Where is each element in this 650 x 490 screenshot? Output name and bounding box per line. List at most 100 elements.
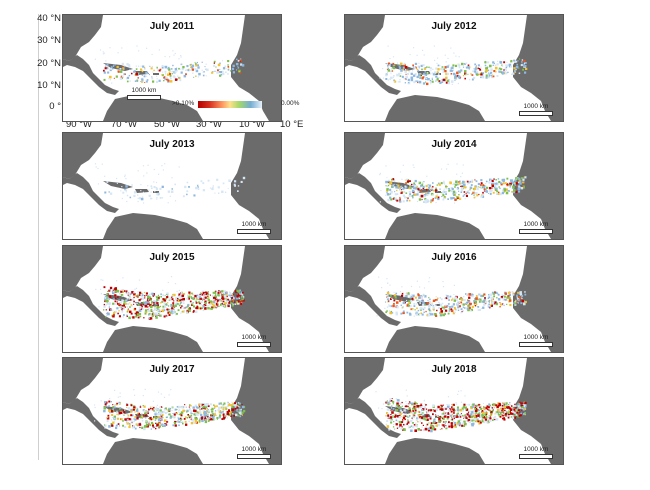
sargassum-cell bbox=[447, 81, 451, 85]
sargassum-cell bbox=[126, 315, 128, 317]
sargassum-cell bbox=[512, 293, 515, 296]
sargassum-cell bbox=[424, 427, 428, 431]
sargassum-cell bbox=[517, 187, 521, 191]
sargassum-trace bbox=[441, 168, 443, 170]
sargassum-cell bbox=[450, 425, 454, 429]
sargassum-cell bbox=[428, 305, 431, 308]
sargassum-cell bbox=[508, 297, 511, 300]
sargassum-cell bbox=[168, 413, 171, 416]
sargassum-cell bbox=[451, 418, 454, 420]
sargassum-cell bbox=[386, 191, 388, 194]
sargassum-trace bbox=[133, 389, 135, 391]
sargassum-cell bbox=[152, 80, 155, 83]
sargassum-cell bbox=[401, 292, 404, 295]
sargassum-cell bbox=[154, 419, 157, 421]
sargassum-cell bbox=[509, 182, 512, 186]
sargassum-cell bbox=[157, 294, 159, 296]
sargassum-cell bbox=[514, 411, 517, 414]
sargassum-cell bbox=[504, 411, 507, 413]
sargassum-cell bbox=[513, 416, 516, 419]
sargassum-cell bbox=[208, 403, 210, 405]
sargassum-cell bbox=[473, 411, 476, 413]
sargassum-cell bbox=[121, 311, 124, 313]
sargassum-cell bbox=[421, 181, 424, 183]
sargassum-trace bbox=[401, 186, 404, 189]
sargassum-cell bbox=[394, 193, 397, 196]
sargassum-cell bbox=[414, 401, 416, 404]
sargassum-cell bbox=[441, 66, 444, 68]
sargassum-cell bbox=[451, 305, 454, 308]
sargassum-cell bbox=[515, 407, 517, 409]
sargassum-cell bbox=[473, 304, 476, 306]
sargassum-cell bbox=[462, 422, 465, 425]
sargassum-cell bbox=[524, 66, 526, 68]
sargassum-cell bbox=[505, 405, 507, 407]
sargassum-cell bbox=[501, 409, 503, 412]
sargassum-cell bbox=[512, 406, 514, 409]
sargassum-cell bbox=[193, 310, 195, 312]
sargassum-cell bbox=[203, 416, 206, 419]
sargassum-trace bbox=[396, 401, 398, 403]
sargassum-cell bbox=[153, 186, 156, 189]
sargassum-cell bbox=[521, 61, 523, 63]
sargassum-cell bbox=[204, 419, 207, 421]
sargassum-cell bbox=[207, 416, 209, 418]
sargassum-cell bbox=[150, 428, 152, 430]
sargassum-cell bbox=[468, 303, 472, 306]
lon-label-30w: 30 °W bbox=[196, 119, 222, 130]
sargassum-cell bbox=[413, 303, 416, 305]
sargassum-trace bbox=[94, 58, 96, 60]
sargassum-cell bbox=[113, 415, 116, 418]
sargassum-cell bbox=[393, 302, 395, 305]
sargassum-cell bbox=[514, 61, 516, 63]
sargassum-cell bbox=[130, 414, 133, 417]
sargassum-cell bbox=[404, 405, 407, 408]
sargassum-trace bbox=[94, 420, 96, 422]
lat-label-0: 0 ° bbox=[49, 101, 61, 112]
sargassum-cell bbox=[161, 413, 164, 416]
sargassum-cell bbox=[179, 412, 183, 416]
sargassum-trace bbox=[121, 197, 123, 200]
sargassum-cell bbox=[436, 71, 439, 73]
landmass-1 bbox=[345, 286, 401, 326]
sargassum-cell bbox=[218, 416, 221, 419]
sargassum-cell bbox=[511, 416, 515, 420]
sargassum-cell bbox=[196, 406, 199, 409]
sargassum-cell bbox=[429, 298, 431, 301]
sargassum-cell bbox=[104, 403, 107, 406]
sargassum-cell bbox=[117, 423, 120, 425]
sargassum-cell bbox=[144, 312, 147, 315]
sargassum-cell bbox=[516, 407, 519, 411]
sargassum-cell bbox=[467, 299, 469, 301]
sargassum-cell bbox=[389, 78, 391, 80]
sargassum-trace bbox=[425, 410, 427, 412]
scale-bar: 1000 km bbox=[519, 334, 553, 347]
sargassum-cell bbox=[487, 406, 490, 409]
sargassum-cell bbox=[158, 79, 161, 82]
sargassum-cell bbox=[386, 189, 389, 192]
sargassum-cell bbox=[236, 295, 239, 298]
sargassum-cell bbox=[186, 193, 188, 196]
sargassum-cell bbox=[496, 297, 498, 299]
sargassum-trace bbox=[460, 176, 462, 178]
sargassum-cell bbox=[400, 427, 403, 430]
sargassum-cell bbox=[416, 424, 418, 426]
sargassum-cell bbox=[421, 199, 423, 201]
sargassum-cell bbox=[161, 309, 164, 312]
sargassum-cell bbox=[106, 297, 108, 299]
sargassum-cell bbox=[394, 296, 397, 299]
sargassum-trace bbox=[119, 396, 121, 398]
sargassum-cell bbox=[164, 411, 167, 414]
sargassum-cell bbox=[441, 405, 443, 407]
sargassum-cell bbox=[453, 72, 456, 76]
sargassum-cell bbox=[227, 73, 229, 75]
sargassum-cell bbox=[160, 406, 163, 408]
sargassum-cell bbox=[399, 412, 402, 416]
sargassum-cell bbox=[440, 420, 442, 422]
sargassum-cell bbox=[387, 412, 389, 415]
sargassum-trace bbox=[142, 196, 144, 198]
sargassum-cell bbox=[206, 413, 209, 416]
sargassum-cell bbox=[121, 62, 124, 65]
sargassum-cell bbox=[391, 178, 393, 181]
sargassum-cell bbox=[147, 412, 149, 414]
